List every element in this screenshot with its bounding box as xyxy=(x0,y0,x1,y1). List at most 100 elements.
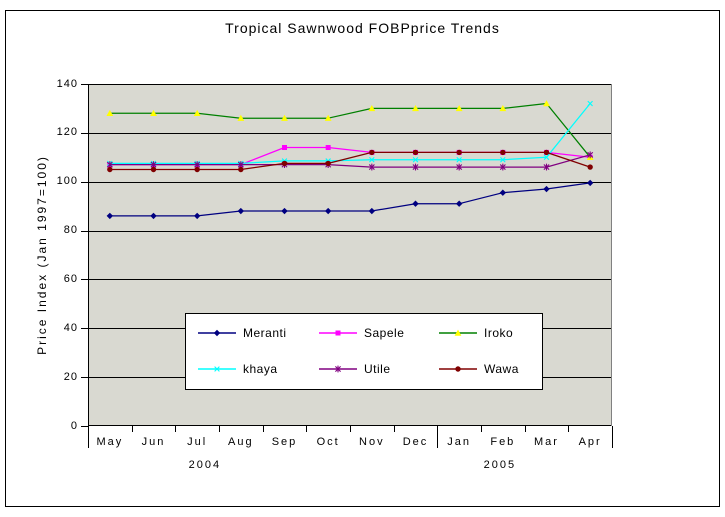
series-marker-khaya xyxy=(543,154,550,161)
series-marker-meranti xyxy=(499,189,507,196)
series-marker-khaya xyxy=(456,156,462,163)
y-axis-tick xyxy=(81,133,88,134)
series-marker-iroko xyxy=(193,109,201,117)
y-axis-tick xyxy=(81,84,88,85)
series-marker-utile xyxy=(412,163,419,171)
series-marker-wawa xyxy=(194,166,200,173)
x-axis-year-tick xyxy=(612,426,613,448)
x-tick-label: May xyxy=(96,436,124,448)
legend-swatch-utile xyxy=(319,365,357,373)
x-axis-tick xyxy=(568,426,569,432)
x-tick-label: Aug xyxy=(228,436,254,448)
chart-border-frame xyxy=(5,10,720,507)
series-marker-utile xyxy=(543,163,550,171)
y-tick-label: 120 xyxy=(56,126,78,139)
series-marker-iroko xyxy=(412,105,419,112)
series-marker-wawa xyxy=(369,149,375,156)
series-marker-khaya xyxy=(587,100,593,107)
legend-item-meranti: Meranti xyxy=(198,322,287,344)
series-marker-iroko xyxy=(281,114,288,121)
legend: Meranti Sapele Iroko khaya Utile Wawa xyxy=(185,313,543,390)
y-axis-tick xyxy=(81,231,88,232)
series-marker-sapele xyxy=(282,145,287,151)
x-tick-label: Sep xyxy=(271,436,298,448)
y-axis-tick xyxy=(81,377,88,378)
x-axis-tick xyxy=(481,426,482,432)
series-line-wawa xyxy=(109,151,591,171)
series-marker-wawa xyxy=(107,166,113,173)
x-tick-label: Mar xyxy=(534,436,559,448)
series-marker-khaya xyxy=(369,156,375,163)
series-line-meranti xyxy=(109,182,591,217)
series-marker-wawa xyxy=(500,149,506,156)
y-tick-label: 100 xyxy=(56,175,78,188)
series-marker-khaya xyxy=(500,156,506,163)
x-axis-tick xyxy=(350,426,351,432)
series-marker-iroko xyxy=(499,105,507,112)
series-line-iroko xyxy=(109,102,591,158)
y-tick-label: 40 xyxy=(63,321,78,334)
series-marker-meranti xyxy=(455,200,463,207)
x-tick-label: Dec xyxy=(402,436,429,448)
legend-swatch-iroko xyxy=(439,329,477,336)
x-axis-year-tick xyxy=(88,426,89,448)
legend-label: Utile xyxy=(364,362,391,376)
y-tick-label: 60 xyxy=(63,272,78,285)
series-marker-iroko xyxy=(324,114,332,121)
series-marker-wawa xyxy=(238,166,244,173)
x-tick-label: Jan xyxy=(447,436,472,448)
series-marker-iroko xyxy=(237,114,245,121)
series-marker-wawa xyxy=(325,160,331,167)
series-marker-wawa xyxy=(587,164,593,170)
y-axis-tick xyxy=(81,328,88,329)
legend-item-sapele: Sapele xyxy=(319,322,404,344)
y-tick-label: 0 xyxy=(70,419,78,432)
year-label: 2005 xyxy=(483,459,517,471)
x-tick-label: Apr xyxy=(578,436,602,448)
series-marker-iroko xyxy=(106,109,114,117)
series-marker-iroko xyxy=(150,109,157,117)
x-axis-tick xyxy=(525,426,526,432)
x-axis-tick xyxy=(132,426,133,432)
x-tick-label: Nov xyxy=(359,436,385,448)
series-marker-iroko xyxy=(368,105,376,112)
x-axis-tick xyxy=(306,426,307,432)
legend-swatch-khaya xyxy=(198,366,236,372)
x-tick-label: Feb xyxy=(490,436,516,448)
year-label: 2004 xyxy=(188,459,222,471)
legend-item-wawa: Wawa xyxy=(439,358,519,380)
x-tick-label: Jul xyxy=(187,436,208,448)
series-marker-wawa xyxy=(150,166,157,173)
x-axis-tick xyxy=(263,426,264,432)
series-marker-wawa xyxy=(543,149,550,156)
legend-label: Sapele xyxy=(364,326,405,340)
y-axis-tick xyxy=(81,182,88,183)
legend-item-iroko: Iroko xyxy=(439,322,513,344)
series-line-utile xyxy=(109,154,591,168)
series-marker-meranti xyxy=(543,185,550,193)
series-marker-khaya xyxy=(412,156,419,163)
y-axis-tick xyxy=(81,426,88,427)
legend-label: khaya xyxy=(243,362,278,376)
chart-title: Tropical Sawnwood FOBPprice Trends xyxy=(225,20,500,36)
x-tick-label: Oct xyxy=(316,436,340,448)
x-tick-label: Jun xyxy=(141,436,166,448)
series-marker-wawa xyxy=(456,149,462,156)
series-marker-meranti xyxy=(237,207,245,215)
series-marker-meranti xyxy=(368,207,376,215)
y-axis-tick xyxy=(81,279,88,280)
series-marker-meranti xyxy=(281,207,288,215)
series-marker-iroko xyxy=(543,100,550,107)
series-marker-wawa xyxy=(281,160,288,167)
series-marker-meranti xyxy=(324,207,332,215)
series-marker-meranti xyxy=(412,200,419,207)
legend-item-khaya: khaya xyxy=(198,358,278,380)
series-marker-sapele xyxy=(325,145,331,151)
series-marker-iroko xyxy=(455,105,463,112)
legend-item-utile: Utile xyxy=(319,358,391,380)
series-marker-meranti xyxy=(193,212,201,220)
series-marker-utile xyxy=(499,163,506,171)
x-axis-tick xyxy=(175,426,176,432)
legend-swatch-sapele xyxy=(319,330,357,336)
